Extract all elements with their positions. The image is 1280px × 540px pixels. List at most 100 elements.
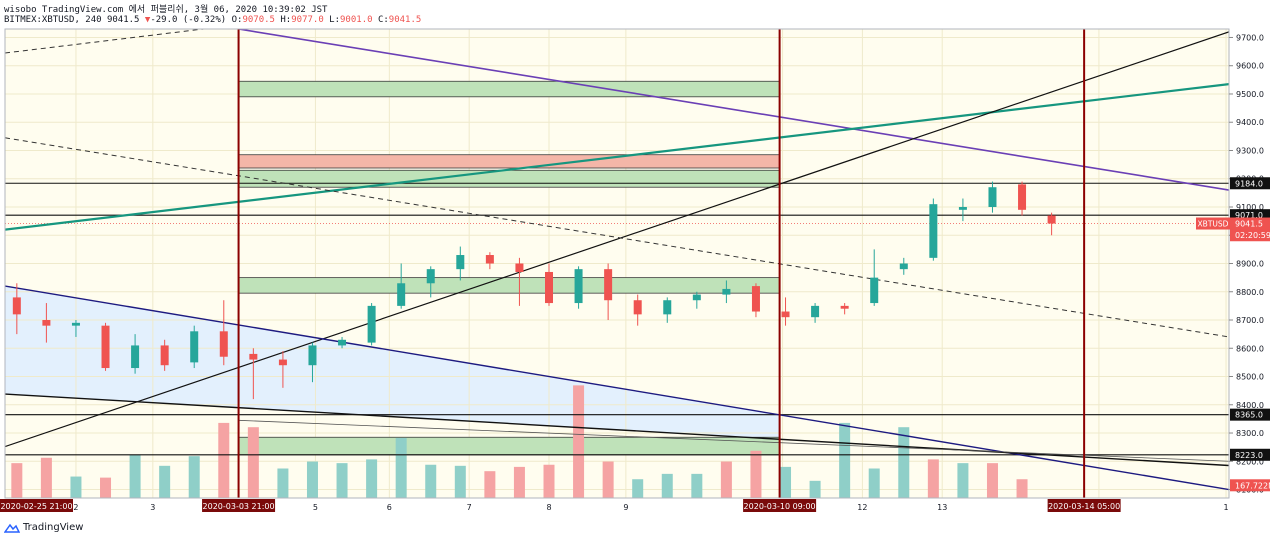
zone-box-green xyxy=(238,277,781,294)
blue-channel-region xyxy=(5,286,780,440)
close-value: 9041.5 xyxy=(388,15,422,25)
volume-bar xyxy=(986,463,998,498)
x-tick-label: 7 xyxy=(467,503,472,512)
candle-body xyxy=(515,263,524,272)
symbol-label[interactable]: BITMEX:XBTUSD, 240 xyxy=(4,15,102,25)
trendline-black xyxy=(5,393,1229,467)
date-badge-label: 2020-03-03 21:00 xyxy=(203,502,275,511)
volume-bar xyxy=(395,437,407,498)
low-value: 9001.0 xyxy=(340,15,373,25)
high-value: 9077.0 xyxy=(291,15,324,25)
zone-box-green xyxy=(238,169,781,188)
volume-bar xyxy=(750,450,762,498)
y-tick-label: 9500.0 xyxy=(1236,90,1264,99)
volume-bar xyxy=(129,455,141,498)
y-tick-label: 8400.0 xyxy=(1236,401,1264,410)
x-tick-label: 3 xyxy=(150,503,155,512)
y-tick-label: 9400.0 xyxy=(1236,118,1264,127)
volume-bar xyxy=(691,473,703,498)
candle-body xyxy=(131,345,140,369)
price-badge xyxy=(1230,408,1270,421)
price-badge xyxy=(1230,448,1270,461)
volume-bar xyxy=(543,464,555,498)
candle-body xyxy=(663,300,672,315)
volume-bar xyxy=(957,463,969,498)
volume-bar xyxy=(602,461,614,498)
price-badge-label: 167.722M xyxy=(1235,481,1275,490)
y-tick-label: 8700.0 xyxy=(1236,316,1264,325)
volume-bar xyxy=(661,473,673,498)
candle-body xyxy=(545,271,553,304)
candle-body xyxy=(485,255,494,264)
candle-body xyxy=(308,345,317,366)
volume-bar xyxy=(277,468,289,498)
y-tick-label: 9600.0 xyxy=(1236,62,1264,71)
open-value: 9070.5 xyxy=(242,15,275,25)
candle-body xyxy=(278,359,287,366)
price-badge-label: 9071.0 xyxy=(1235,211,1263,220)
candle-body xyxy=(604,269,613,301)
x-tick-label: 9 xyxy=(623,503,628,512)
x-tick-label: 6 xyxy=(387,503,392,512)
date-badge-label: 2020-03-14 05:00 xyxy=(1048,502,1120,511)
x-tick-label: 5 xyxy=(313,503,318,512)
tradingview-label: TradingView xyxy=(23,522,84,533)
volume-bar xyxy=(720,461,732,498)
tradingview-branding[interactable]: TradingView xyxy=(4,522,83,533)
candle-body xyxy=(367,305,376,343)
date-badge xyxy=(202,499,276,512)
candle-body xyxy=(811,305,820,318)
y-tick-label: 8300.0 xyxy=(1236,429,1264,438)
candle-body xyxy=(751,286,760,312)
date-badge xyxy=(0,499,73,512)
candle-body xyxy=(899,263,908,270)
candle-body xyxy=(1018,184,1027,210)
open-label: O: xyxy=(231,15,243,25)
price-change: -29.0 (-0.32%) xyxy=(150,15,227,25)
candle-body xyxy=(840,305,849,309)
candle-body xyxy=(71,322,80,326)
trendline-navy xyxy=(5,285,1229,491)
date-badge xyxy=(743,499,817,512)
candle-body xyxy=(456,255,465,270)
x-tick-label: 8 xyxy=(546,503,551,512)
volume-bar xyxy=(100,477,112,498)
trendline-purple xyxy=(238,29,1229,191)
volume-bar xyxy=(454,465,466,498)
price-badge xyxy=(1230,229,1270,242)
price-badge-label: 9184.0 xyxy=(1235,179,1263,188)
symbol-badge xyxy=(1196,217,1230,230)
price-badge xyxy=(1230,177,1270,190)
candle-body xyxy=(870,277,879,304)
candle-body xyxy=(219,331,228,357)
volume-bar xyxy=(839,422,851,498)
volume-bar xyxy=(11,463,23,498)
zone-box-green xyxy=(238,436,781,456)
candle-body xyxy=(781,311,790,318)
date-badge xyxy=(1047,499,1121,512)
volume-bar xyxy=(809,480,821,498)
candle-body xyxy=(160,345,169,366)
close-label: C: xyxy=(377,15,389,25)
publish-info: wisobo TradingView.com 에서 퍼블리쉬, 3월 06, 2… xyxy=(4,5,328,15)
volume-bar xyxy=(513,466,525,498)
candle-body xyxy=(42,320,51,326)
price-badge-label: 8365.0 xyxy=(1235,411,1263,420)
candle-body xyxy=(633,300,642,315)
y-tick-label: 8200.0 xyxy=(1236,457,1264,466)
volume-bar xyxy=(927,459,939,498)
y-tick-label: 8600.0 xyxy=(1236,344,1264,353)
volume-bar xyxy=(868,468,880,498)
trendline-teal xyxy=(5,83,1229,231)
volume-bar xyxy=(218,422,230,498)
y-tick-label: 8500.0 xyxy=(1236,373,1264,382)
price-badge xyxy=(1230,217,1270,230)
volume-bar xyxy=(188,456,200,498)
x-tick-label: 2 xyxy=(73,503,78,512)
y-tick-label: 9700.0 xyxy=(1236,33,1264,42)
y-tick-label: 8800.0 xyxy=(1236,288,1264,297)
candle-body xyxy=(249,353,258,360)
last-price: 9041.5 xyxy=(106,15,140,25)
candle-body xyxy=(722,288,731,295)
